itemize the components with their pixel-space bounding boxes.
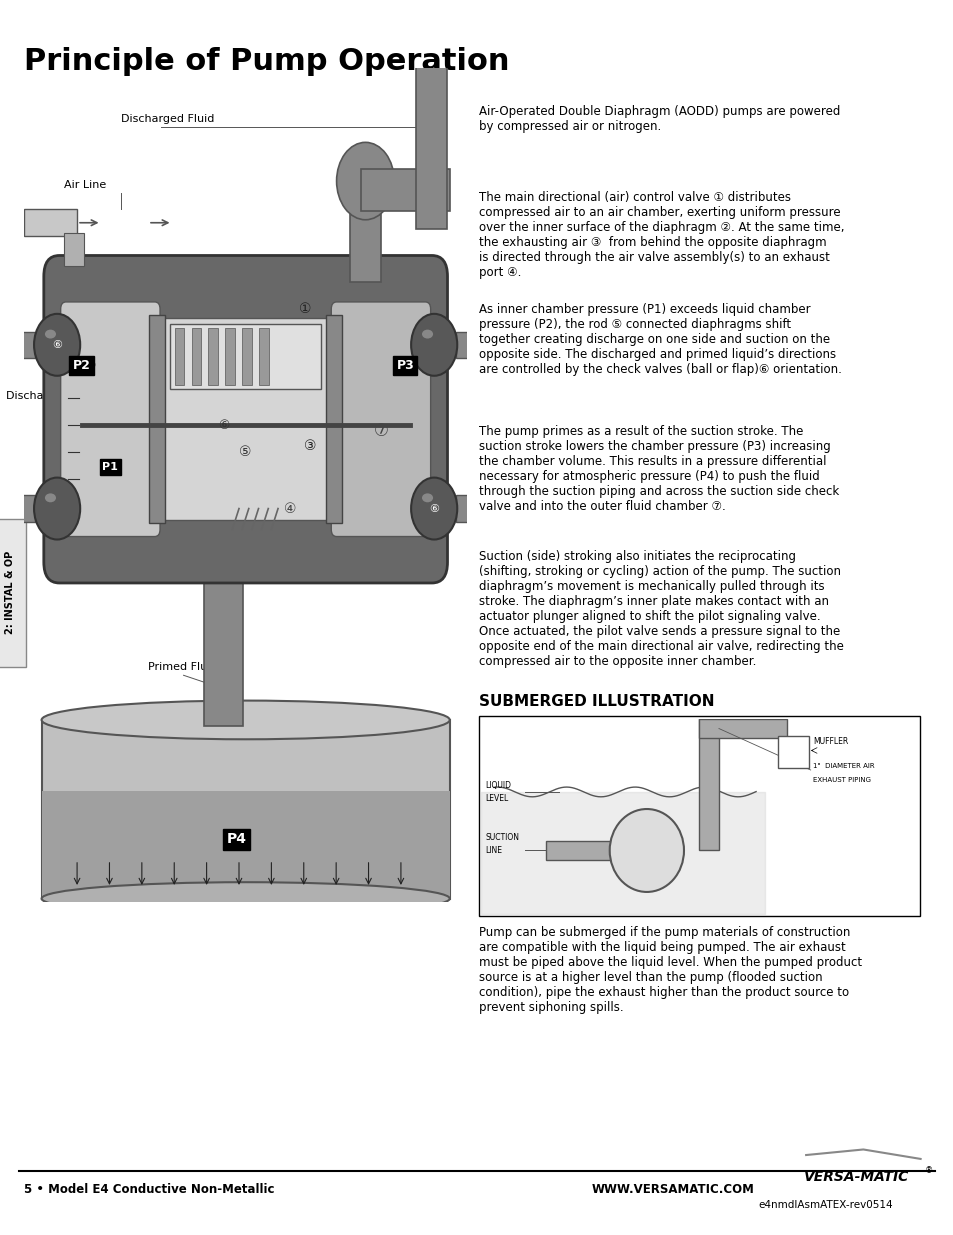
Bar [150,315,165,524]
FancyBboxPatch shape [331,301,430,536]
Bar [192,329,201,385]
Bar [64,233,84,266]
Bar [360,169,449,211]
Bar [163,317,328,520]
Text: ⑥: ⑥ [429,504,438,514]
Bar [42,720,449,899]
Text: Primed Fluid: Primed Fluid [148,662,217,672]
Bar [546,841,638,861]
Text: The pump primes as a result of the suction stroke. The
suction stroke lowers the: The pump primes as a result of the sucti… [478,425,839,513]
Text: LIQUID: LIQUID [485,782,511,790]
Text: As inner chamber pressure (P1) exceeds liquid chamber
pressure (P2), the rod ⑤ c: As inner chamber pressure (P1) exceeds l… [478,303,841,375]
Text: ①: ① [299,303,312,316]
Text: P1: P1 [102,462,118,472]
Text: P3: P3 [396,359,414,372]
Ellipse shape [336,142,394,220]
Bar [242,329,252,385]
Bar [42,792,449,899]
Bar [170,324,321,389]
Text: 1"  DIAMETER AIR: 1" DIAMETER AIR [812,763,874,768]
Text: Discharged Stroke: Discharged Stroke [6,391,108,401]
Text: ④: ④ [283,501,296,515]
Text: Air-Operated Double Diaphragm (AODD) pumps are powered
by compressed air or nitr: Air-Operated Double Diaphragm (AODD) pum… [478,105,840,133]
Bar [10,332,35,358]
FancyBboxPatch shape [0,519,26,667]
Ellipse shape [42,700,449,740]
Bar [416,51,447,228]
Bar [225,329,234,385]
Text: SUBMERGED ILLUSTRATION: SUBMERGED ILLUSTRATION [478,694,714,709]
Ellipse shape [421,330,433,338]
Bar [258,329,269,385]
Ellipse shape [42,882,449,915]
Text: SUCTION: SUCTION [485,834,518,842]
Text: LINE: LINE [485,846,501,855]
Bar [24,210,77,236]
Circle shape [34,478,80,540]
Text: Suction Stroke: Suction Stroke [365,391,446,401]
Text: VERSA-MATIC: VERSA-MATIC [802,1171,908,1184]
Text: ®: ® [923,1166,932,1176]
Circle shape [609,809,683,892]
Text: EXHAUST PIPING: EXHAUST PIPING [812,777,870,783]
Text: ⑦: ⑦ [374,422,388,440]
Bar [777,736,807,767]
Text: Pump can be submerged if the pump materials of construction
are compatible with : Pump can be submerged if the pump materi… [478,926,862,1014]
Text: ⑥: ⑥ [52,340,62,350]
Bar [208,329,218,385]
Bar [203,562,243,726]
Text: e4nmdlAsmATEX-rev0514: e4nmdlAsmATEX-rev0514 [758,1200,892,1210]
Circle shape [34,314,80,375]
Bar [174,329,184,385]
Text: ③: ③ [303,438,315,453]
Ellipse shape [421,493,433,503]
Bar [456,495,481,521]
Ellipse shape [45,493,56,503]
Text: Discharged Fluid: Discharged Fluid [121,115,214,125]
Bar [699,714,719,851]
Circle shape [411,314,456,375]
Text: P4: P4 [227,832,247,846]
Ellipse shape [45,330,56,338]
Text: 5 • Model E4 Conductive Non-Metallic: 5 • Model E4 Conductive Non-Metallic [24,1183,274,1197]
FancyBboxPatch shape [44,256,447,583]
Bar [326,315,341,524]
Bar [456,332,481,358]
Text: ⑤: ⑤ [239,445,252,459]
Text: Principle of Pump Operation: Principle of Pump Operation [24,47,509,75]
Bar [10,495,35,521]
Text: ②: ② [84,358,96,373]
Bar [350,186,380,283]
Text: MUFFLER: MUFFLER [812,737,847,746]
Text: Suction (side) stroking also initiates the reciprocating
(shifting, stroking or : Suction (side) stroking also initiates t… [478,550,842,668]
Text: P2: P2 [72,359,91,372]
Text: LEVEL: LEVEL [485,794,508,803]
Text: ⑥: ⑥ [217,419,229,432]
Bar [699,719,786,739]
FancyBboxPatch shape [61,301,160,536]
Bar [478,716,919,916]
Text: The main directional (air) control valve ① distributes
compressed air to an air : The main directional (air) control valve… [478,191,843,279]
Text: Air Line: Air Line [64,180,106,190]
Text: 2: INSTAL & OP: 2: INSTAL & OP [6,551,15,635]
Text: WWW.VERSAMATIC.COM: WWW.VERSAMATIC.COM [591,1183,754,1197]
Circle shape [411,478,456,540]
